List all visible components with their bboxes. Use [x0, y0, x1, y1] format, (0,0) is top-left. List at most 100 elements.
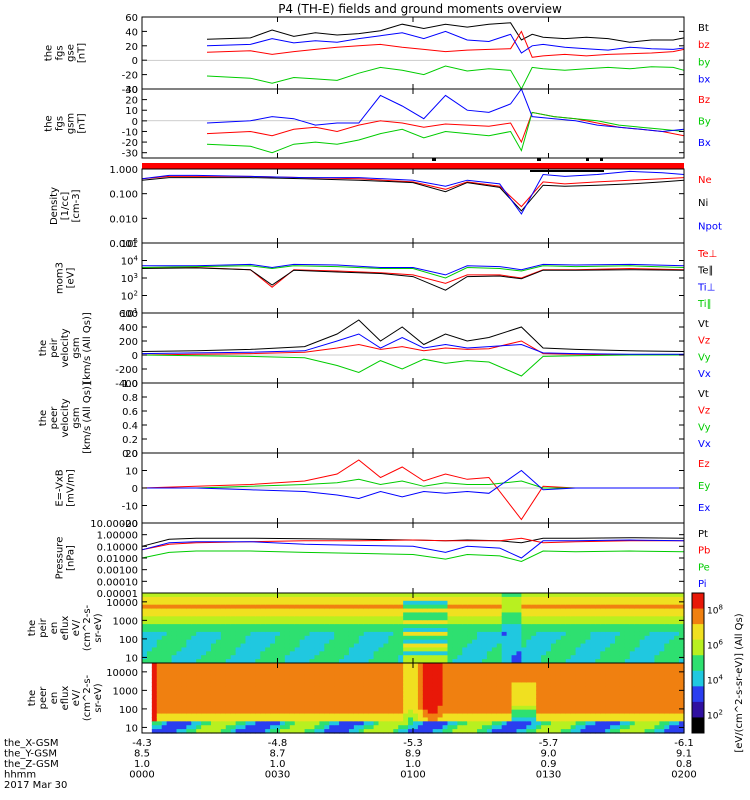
spectrogram-cell	[462, 666, 468, 672]
spectrogram-cell	[388, 678, 394, 684]
spectrogram-cell	[260, 705, 266, 711]
spectrogram-cell	[363, 604, 370, 610]
spectrogram-cell	[580, 655, 587, 660]
spectrogram-cell	[191, 674, 197, 680]
spectrogram-cell	[270, 678, 276, 684]
spectrogram-cell	[275, 713, 281, 719]
spectrogram-cell	[546, 624, 552, 629]
spectrogram-cell	[605, 616, 611, 621]
spectrogram-cell	[284, 729, 291, 734]
spectrogram-cell	[270, 659, 276, 664]
spectrogram-cell	[201, 651, 207, 656]
spectrogram-cell	[664, 608, 670, 614]
spectrogram-cell	[383, 670, 389, 676]
spectrogram-cell	[388, 647, 394, 652]
spectrogram-cell	[161, 701, 168, 707]
spectrogram-cell	[146, 593, 153, 598]
spectrogram-cell	[585, 604, 591, 610]
spectrogram-cell	[250, 686, 256, 691]
spectrogram-cell	[191, 694, 197, 699]
spectrogram-cell	[225, 659, 232, 664]
spectrogram-cell	[383, 604, 389, 610]
spectrogram-cell	[565, 678, 572, 684]
spectrogram-cell	[644, 678, 651, 684]
spectrogram-cell	[501, 717, 508, 722]
spectrogram-cell	[615, 686, 621, 691]
spectrogram-cell	[516, 674, 522, 680]
spectrogram-cell	[161, 705, 168, 711]
spectrogram-cell	[289, 725, 296, 730]
spectrogram-cell	[526, 678, 532, 684]
spectrogram-cell	[649, 694, 656, 699]
spectrogram-cell	[496, 639, 503, 645]
spectrogram-cell	[240, 698, 247, 703]
spectrogram-cell	[270, 647, 276, 652]
spectrogram-cell	[654, 639, 660, 645]
spectrogram-cell	[580, 604, 587, 610]
spectrogram-cell	[590, 596, 596, 602]
spectrogram-cell	[383, 686, 389, 691]
spectrogram-cell	[383, 635, 389, 641]
spectrogram-cell	[467, 690, 473, 695]
spectrogram-cell	[432, 643, 439, 649]
spectrogram-cell	[388, 639, 394, 645]
spectrogram-cell	[393, 709, 399, 715]
spectrogram-cell	[289, 705, 296, 711]
spectrogram-cell	[344, 631, 350, 637]
spectrogram-cell	[353, 705, 360, 711]
spectrogram-cell	[437, 694, 444, 699]
spectrogram-cell	[447, 596, 454, 602]
spectrogram-cell	[659, 624, 665, 629]
spectrogram-cell	[383, 674, 389, 680]
spectrogram-cell	[447, 713, 454, 719]
spectrogram-cell	[615, 725, 621, 730]
spectrogram-cell	[481, 705, 488, 711]
spectrogram-cell	[339, 663, 345, 668]
spectrogram-cell	[491, 670, 498, 676]
spectrogram-cell	[191, 596, 197, 602]
spectrogram-cell	[388, 705, 394, 711]
y-axis-label: eflux	[60, 686, 71, 711]
spectrogram-cell	[142, 635, 148, 641]
spectrogram-cell	[304, 593, 311, 598]
spectrogram-cell	[358, 721, 365, 726]
spectrogram-cell	[615, 620, 621, 625]
spectrogram-cell	[260, 709, 266, 715]
spectrogram-cell	[210, 639, 217, 645]
spectrogram-cell	[442, 596, 449, 602]
spectrogram-cell	[496, 705, 503, 711]
spectrogram-cell	[393, 593, 399, 598]
spectrogram-cell	[491, 729, 498, 734]
spectrogram-cell	[299, 717, 306, 722]
spectrogram-cell	[240, 624, 247, 629]
spectrogram-cell	[270, 600, 276, 606]
spectrogram-cell	[393, 628, 399, 633]
spectrogram-cell	[654, 600, 660, 606]
spectrogram-cell	[452, 596, 458, 602]
spectrogram-cell	[220, 682, 227, 687]
spectrogram-cell	[378, 717, 385, 722]
spectrogram-cell	[511, 647, 518, 652]
spectrogram-cell	[452, 666, 458, 672]
spectrogram-cell	[491, 682, 498, 687]
spectrogram-cell	[339, 670, 345, 676]
spectrogram-cell	[388, 620, 394, 625]
spectrogram-cell	[171, 616, 178, 621]
spectrogram-cell	[220, 604, 227, 610]
spectrogram-cell	[220, 635, 227, 641]
spectrogram-cell	[565, 705, 572, 711]
spectrogram-cell	[506, 608, 513, 614]
spectrogram-cell	[511, 709, 518, 715]
spectrogram-cell	[220, 663, 227, 668]
spectrogram-cell	[319, 713, 325, 719]
spectrogram-cell	[270, 631, 276, 637]
spectrogram-cell	[427, 713, 434, 719]
spectrogram-cell	[329, 713, 335, 719]
spectrogram-cell	[590, 616, 596, 621]
spectrogram-cell	[260, 686, 266, 691]
spectrogram-cell	[679, 604, 685, 610]
spectrogram-cell	[491, 604, 498, 610]
series-line-Vt	[141, 319, 685, 352]
spectrogram-cell	[408, 721, 414, 726]
spectrogram-cell	[452, 639, 458, 645]
